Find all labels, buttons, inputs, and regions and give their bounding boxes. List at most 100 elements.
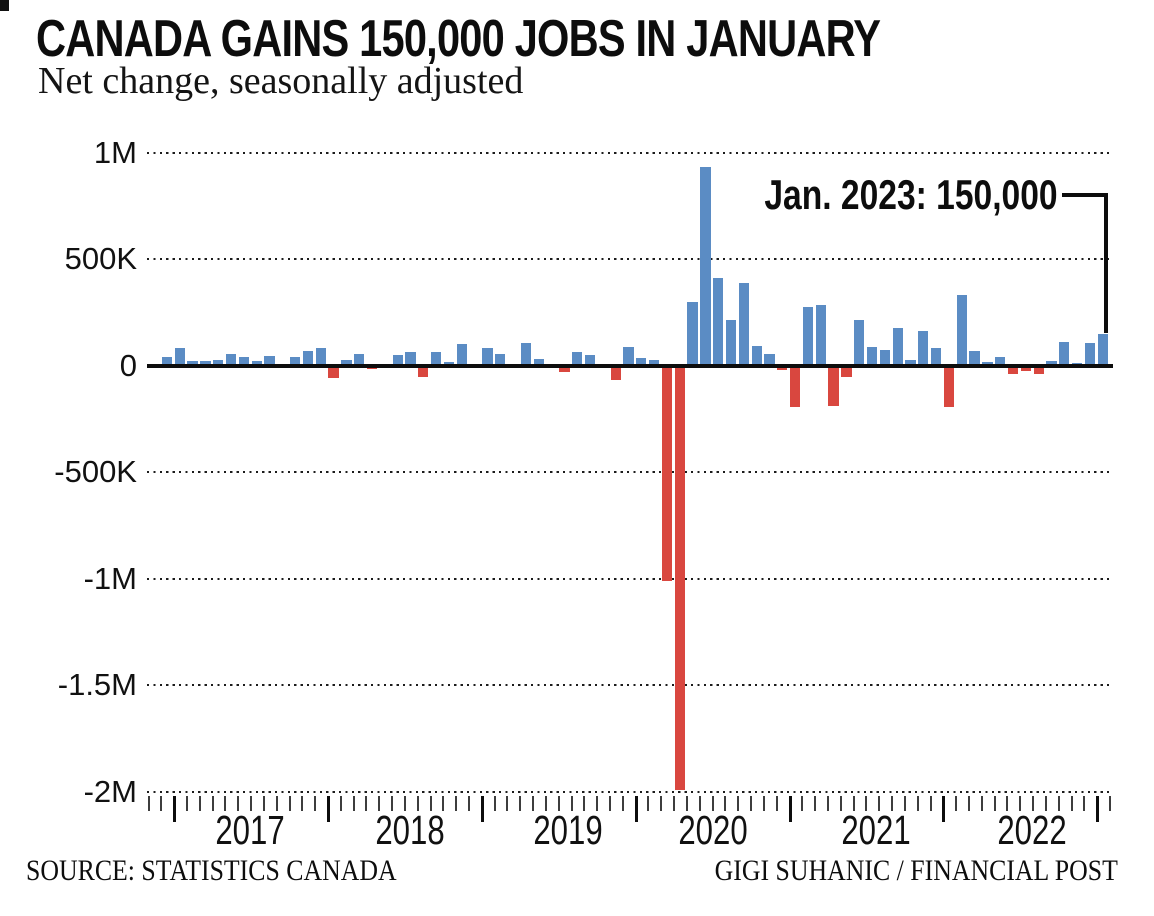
x-tick-month bbox=[583, 796, 586, 811]
y-axis-label--500K: -500K bbox=[54, 454, 137, 489]
x-tick-january bbox=[942, 796, 946, 822]
chart-subtitle: Net change, seasonally adjusted bbox=[38, 60, 524, 102]
x-tick-month bbox=[596, 796, 599, 811]
x-tick-month bbox=[301, 796, 304, 811]
gridline-500K bbox=[147, 258, 1113, 260]
bar-May-2020 bbox=[687, 301, 698, 366]
x-tick-month bbox=[1019, 796, 1022, 811]
bar-Dec-2017 bbox=[315, 348, 326, 366]
gridline--1.5M bbox=[147, 684, 1113, 686]
bar-Apr-2017 bbox=[213, 359, 224, 366]
x-tick-month bbox=[609, 796, 612, 811]
bar-Nov-2021 bbox=[918, 330, 929, 366]
bar-Feb-2019 bbox=[495, 353, 506, 366]
x-axis-year-label-2019: 2019 bbox=[533, 807, 603, 853]
bar-Aug-2020 bbox=[725, 319, 737, 366]
x-tick-month bbox=[365, 796, 368, 811]
bar-Feb-2017 bbox=[187, 361, 198, 366]
x-tick-january bbox=[173, 796, 177, 822]
bar-May-2017 bbox=[225, 353, 237, 366]
x-tick-month bbox=[916, 796, 919, 811]
annotation-label: Jan. 2023: 150,000 bbox=[764, 171, 1058, 218]
x-tick-month bbox=[1070, 796, 1073, 811]
bar-Sep-2019 bbox=[584, 355, 596, 366]
x-tick-month bbox=[468, 796, 470, 811]
bar-Nov-2020 bbox=[764, 353, 775, 366]
bar-Sep-2021 bbox=[892, 327, 903, 366]
bar-Sep-2022 bbox=[1046, 360, 1057, 366]
y-axis-label--1M: -1M bbox=[83, 560, 137, 596]
bar-Aug-2022 bbox=[1033, 365, 1044, 374]
bar-Feb-2020 bbox=[648, 359, 660, 366]
x-axis-year-label-2017: 2017 bbox=[215, 807, 285, 853]
x-tick-month bbox=[762, 796, 765, 811]
x-tick-month bbox=[660, 796, 663, 811]
x-tick-january bbox=[1096, 796, 1100, 822]
bar-Oct-2017 bbox=[290, 356, 301, 366]
x-tick-month bbox=[698, 796, 701, 811]
bar-Jun-2017 bbox=[238, 357, 250, 366]
x-tick-month bbox=[1044, 796, 1047, 811]
x-tick-month bbox=[378, 796, 381, 811]
x-tick-month bbox=[878, 796, 881, 811]
bar-Dec-2021 bbox=[931, 348, 942, 366]
bar-Jan-2020 bbox=[636, 358, 647, 366]
bar-Jul-2022 bbox=[1020, 365, 1032, 372]
page-title: CANADA GAINS 150,000 JOBS IN JANUARY bbox=[36, 10, 881, 68]
x-tick-month bbox=[1083, 796, 1086, 811]
x-tick-month bbox=[185, 796, 188, 811]
bar-Jul-2017 bbox=[251, 360, 262, 366]
x-tick-month bbox=[711, 796, 714, 811]
x-tick-month bbox=[224, 796, 227, 811]
y-axis-label-1M: 1M bbox=[93, 134, 137, 170]
bar-Aug-2018 bbox=[418, 365, 429, 378]
x-tick-month bbox=[506, 796, 509, 811]
bar-Sep-2020 bbox=[738, 283, 749, 366]
x-axis-year-label-2021: 2021 bbox=[841, 807, 911, 853]
x-tick-month bbox=[1006, 796, 1009, 811]
x-tick-month bbox=[929, 796, 932, 811]
x-tick-month bbox=[570, 796, 573, 811]
x-tick-month bbox=[519, 796, 522, 811]
bar-Nov-2018 bbox=[456, 344, 467, 366]
x-tick-month bbox=[967, 796, 970, 811]
x-tick-month bbox=[262, 796, 265, 811]
x-tick-month bbox=[801, 796, 804, 811]
bar-Mar-2021 bbox=[815, 304, 826, 366]
bar-May-2021 bbox=[841, 365, 852, 378]
bar-Dec-2016 bbox=[161, 356, 173, 366]
bar-Jul-2018 bbox=[405, 351, 416, 366]
gridline--1M bbox=[147, 577, 1113, 580]
bar-May-2022 bbox=[995, 356, 1006, 366]
bar-Jan-2017 bbox=[174, 348, 185, 366]
x-tick-month bbox=[237, 796, 240, 811]
x-tick-month bbox=[391, 796, 394, 811]
x-tick-month bbox=[493, 796, 496, 811]
x-tick-january bbox=[326, 796, 330, 822]
y-axis-label--1.5M: -1.5M bbox=[57, 667, 137, 702]
x-tick-month bbox=[429, 796, 432, 811]
zero-axis-line bbox=[147, 363, 1113, 368]
bar-Jul-2021 bbox=[866, 347, 878, 366]
bar-Feb-2018 bbox=[341, 359, 352, 366]
bar-Aug-2017 bbox=[264, 355, 275, 366]
x-tick-month bbox=[455, 796, 458, 811]
bar-Mar-2017 bbox=[200, 360, 211, 366]
bar-Jul-2020 bbox=[713, 277, 724, 366]
x-tick-month bbox=[147, 796, 150, 811]
x-tick-month bbox=[275, 796, 278, 811]
x-axis-year-label-2018: 2018 bbox=[375, 807, 445, 853]
bar-Mar-2022 bbox=[969, 350, 980, 366]
bar-Jan-2021 bbox=[789, 365, 801, 408]
x-tick-month bbox=[839, 796, 842, 811]
gridline-1M bbox=[147, 151, 1113, 154]
x-tick-month bbox=[865, 796, 868, 811]
bar-Jun-2022 bbox=[1007, 365, 1019, 374]
bar-Jun-2018 bbox=[392, 355, 403, 366]
bar-Feb-2022 bbox=[956, 294, 967, 366]
x-tick-month bbox=[211, 796, 214, 811]
x-tick-month bbox=[673, 796, 676, 811]
bar-Apr-2021 bbox=[828, 365, 839, 407]
x-tick-month bbox=[532, 796, 535, 811]
